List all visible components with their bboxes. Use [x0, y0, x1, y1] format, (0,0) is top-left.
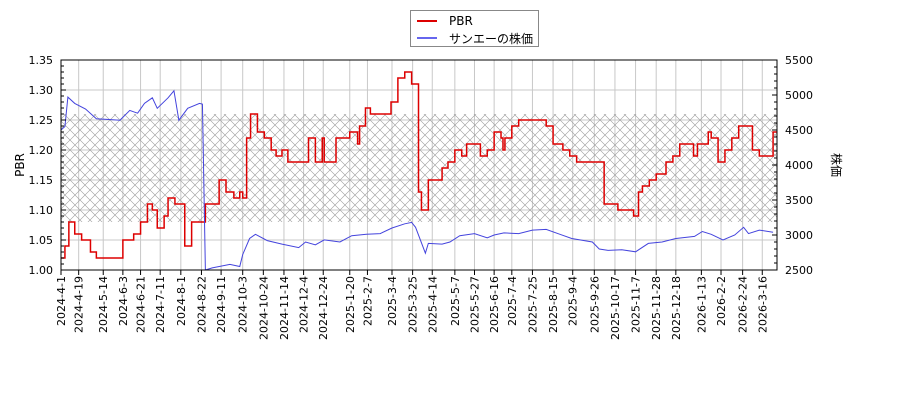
y-axis-right-title: 株価 [829, 153, 844, 177]
x-tick-label: 2025-7-25 [526, 276, 539, 333]
stock-price-line [60, 89, 774, 271]
x-tick-label: 2025-6-16 [488, 276, 501, 333]
x-tick-label: 2025-7-4 [506, 276, 519, 326]
y-left-tick-label: 1.25 [29, 114, 54, 127]
x-tick-label: 2024-4-1 [55, 276, 68, 326]
y-right-tick-label: 4500 [785, 124, 813, 137]
legend-item-stock-price: サンエーの株価 [417, 30, 533, 46]
x-tick-label: 2026-3-16 [756, 276, 769, 333]
x-tick-label: 2024-6-21 [135, 276, 148, 333]
x-tick-label: 2025-5-27 [468, 276, 481, 333]
y-right-tick-label: 3000 [785, 229, 813, 242]
legend-label-stock-price: サンエーの株価 [449, 31, 534, 46]
x-tick-label: 2025-11-28 [650, 276, 663, 340]
x-tick-label: 2024-5-14 [97, 276, 110, 333]
legend: PBR サンエーの株価 [410, 10, 539, 47]
x-tick-label: 2024-12-24 [317, 276, 330, 340]
x-tick-label: 2025-2-7 [361, 276, 374, 326]
y-left-tick-label: 1.30 [29, 84, 54, 97]
pbr-line [61, 71, 777, 259]
y-left-tick-label: 1.05 [29, 234, 54, 247]
x-tick-label: 2025-11-7 [630, 276, 643, 333]
y-axis-right: 2500 3000 3500 4000 4500 5000 5500 [772, 54, 813, 277]
y-right-tick-label: 5000 [785, 89, 813, 102]
x-tick-label: 2026-1-13 [695, 276, 708, 333]
x-tick-label: 2024-7-11 [154, 276, 167, 333]
x-tick-label: 2026-2-2 [715, 276, 728, 326]
y-right-tick-label: 5500 [785, 54, 813, 67]
legend-item-pbr: PBR [417, 13, 473, 29]
x-tick-label: 2024-10-24 [257, 276, 270, 340]
y-left-tick-label: 1.00 [29, 264, 54, 277]
y-left-tick-label: 1.10 [29, 204, 54, 217]
x-tick-label: 2025-5-7 [449, 276, 462, 326]
y-axis-left: 1.00 1.05 1.10 1.15 1.20 1.25 1.30 1.35 [29, 54, 66, 277]
x-tick-label: 2024-12-4 [298, 276, 311, 333]
x-tick-label: 2024-11-14 [278, 276, 291, 340]
x-tick-label: 2025-12-18 [670, 276, 683, 340]
series-lines [60, 71, 777, 271]
x-tick-label: 2025-9-26 [588, 276, 601, 333]
x-tick-label: 2025-10-17 [609, 276, 622, 340]
x-tick-label: 2024-6-3 [117, 276, 130, 326]
x-tick-label: 2024-10-3 [237, 276, 250, 333]
x-tick-label: 2025-1-20 [344, 276, 357, 333]
y-right-tick-label: 2500 [785, 264, 813, 277]
legend-label-pbr: PBR [449, 14, 473, 28]
x-tick-label: 2024-9-11 [215, 276, 228, 333]
legend-swatch-stock-price [417, 37, 437, 39]
y-axis-left-title: PBR [13, 153, 27, 177]
y-right-tick-label: 4000 [785, 159, 813, 172]
y-left-tick-label: 1.35 [29, 54, 54, 67]
y-left-tick-label: 1.15 [29, 174, 54, 187]
y-left-tick-label: 1.20 [29, 144, 54, 157]
x-tick-label: 2025-3-4 [386, 276, 399, 326]
x-tick-label: 2025-3-25 [407, 276, 420, 333]
y-right-tick-label: 3500 [785, 194, 813, 207]
x-tick-label: 2026-2-24 [737, 276, 750, 333]
x-tick-label: 2024-8-1 [175, 276, 188, 326]
x-axis: 2024-4-1 2024-4-19 2024-5-14 2024-6-3 2024-6… [55, 270, 769, 340]
x-tick-label: 2025-4-14 [426, 276, 439, 333]
legend-swatch-pbr [417, 20, 437, 22]
x-tick-label: 2024-4-19 [73, 276, 86, 333]
x-tick-label: 2024-8-22 [195, 276, 208, 333]
x-tick-label: 2025-9-4 [567, 276, 580, 326]
x-tick-label: 2025-8-15 [547, 276, 560, 333]
